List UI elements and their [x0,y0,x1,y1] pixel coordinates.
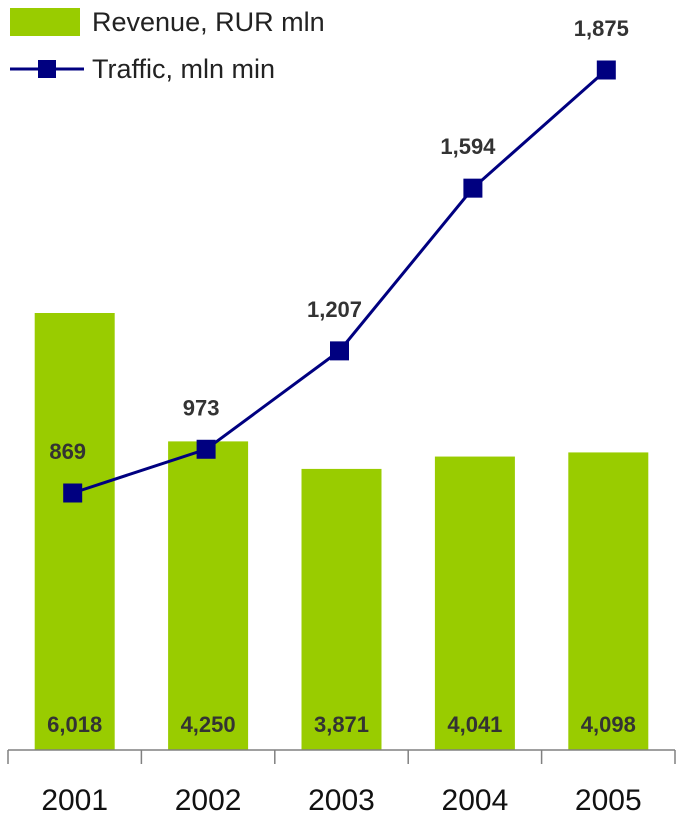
legend-traffic-marker [38,60,56,78]
traffic-label-2005: 1,875 [574,16,629,41]
bar-label-2001: 6,018 [47,712,102,737]
bar-label-2003: 3,871 [314,712,369,737]
traffic-label-2002: 973 [183,395,220,420]
legend-revenue-swatch [10,8,80,36]
x-tick-label-2004: 2004 [442,784,509,813]
traffic-label-2003: 1,207 [307,297,362,322]
bar-label-2002: 4,250 [181,712,236,737]
bar-revenue-2005 [568,452,648,750]
bars-layer: 6,018 4,250 3,871 4,041 4,098 [35,313,649,750]
traffic-label-2004: 1,594 [440,134,496,159]
traffic-series-line [73,70,607,493]
x-tick-label-2001: 2001 [41,784,108,813]
bar-label-2005: 4,098 [581,712,636,737]
bar-label-2004: 4,041 [447,712,502,737]
traffic-line-layer: 869 973 1,207 1,594 1,875 [49,16,628,503]
x-axis: 2001 2002 2003 2004 2005 [8,750,675,813]
x-tick-label-2005: 2005 [575,784,642,813]
bar-revenue-2003 [302,469,382,750]
bar-revenue-2002 [168,441,248,750]
bar-revenue-2004 [435,457,515,750]
x-tick-label-2003: 2003 [308,784,375,813]
traffic-label-2001: 869 [49,439,86,464]
legend: Revenue, RUR mln Traffic, mln min [10,7,325,84]
traffic-point-2001 [63,484,82,503]
traffic-point-2002 [197,440,216,459]
traffic-point-2003 [330,341,349,360]
traffic-point-2005 [597,61,616,80]
legend-traffic-label: Traffic, mln min [92,54,275,84]
legend-revenue-label: Revenue, RUR mln [92,7,325,37]
x-tick-label-2002: 2002 [175,784,242,813]
bar-revenue-2001 [35,313,115,750]
traffic-point-2004 [463,179,482,198]
